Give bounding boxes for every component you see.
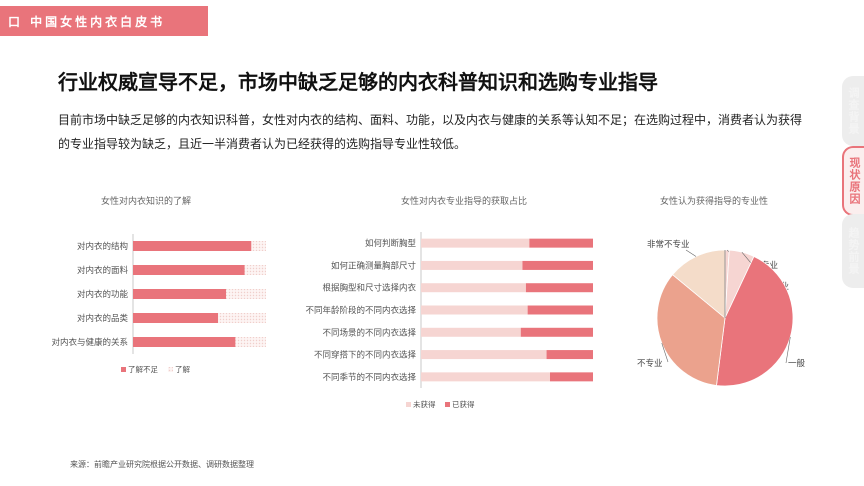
category-label: 对内衣的功能 (77, 289, 129, 300)
bar-primary (133, 265, 245, 275)
legend-label: 未获得 (413, 399, 436, 409)
bar-primary (421, 350, 547, 360)
legend-label: 了解不足 (128, 364, 158, 374)
bar-primary (133, 313, 219, 323)
bar-secondary (520, 327, 593, 337)
chart-title: 女性认为获得指导的专业性 (660, 195, 768, 207)
legend-swatch (168, 367, 173, 372)
pie-leader-line (685, 249, 697, 257)
pie-label: 非常不专业 (647, 239, 690, 250)
category-label: 对内衣与健康的关系 (51, 337, 128, 348)
summary-paragraph: 目前市场中缺乏足够的内衣知识科普，女性对内衣的结构、面料、功能，以及内衣与健康的… (58, 113, 803, 151)
bar-secondary (546, 350, 593, 360)
source-note: 来源：前瞻产业研究院根据公开数据、调研数据整理 (70, 460, 254, 469)
legend-label: 已获得 (452, 399, 475, 409)
bar-secondary (527, 305, 593, 315)
category-label: 不同季节的不同内衣选择 (322, 372, 416, 383)
category-label: 如何正确测量胸部尺寸 (331, 260, 417, 271)
pie-label: 不专业 (637, 358, 663, 369)
legend-swatch (445, 402, 450, 407)
bar-primary (421, 283, 526, 293)
legend-label: 了解 (175, 364, 190, 374)
bar-secondary (522, 260, 593, 270)
bar-secondary (226, 289, 266, 299)
banner-label: 口 中国女性内衣白皮书 (8, 15, 166, 29)
pie-slice (672, 249, 726, 319)
side-tab-trend[interactable]: 趋势前景 (842, 214, 864, 288)
section-banner: 口 中国女性内衣白皮书 (0, 6, 208, 36)
category-label: 对内衣的品类 (77, 313, 129, 324)
bar-secondary (525, 283, 593, 293)
legend-swatch (406, 402, 411, 407)
category-label: 不同场景的不同内衣选择 (322, 327, 416, 338)
pie-slice (656, 274, 726, 386)
bar-primary (421, 260, 523, 270)
bar-primary (421, 372, 550, 382)
bar-primary (421, 305, 528, 315)
chart-title: 女性对内衣知识的了解 (101, 195, 191, 207)
legend-swatch (121, 367, 126, 372)
bar-secondary (529, 238, 593, 248)
bar-secondary (251, 241, 266, 251)
category-label: 对内衣的结构 (77, 241, 128, 252)
category-label: 不同年龄阶段的不同内衣选择 (305, 305, 416, 316)
bar-primary (133, 241, 252, 251)
chart-title: 女性对内衣专业指导的获取占比 (401, 195, 527, 207)
page-title: 行业权威宣导不足，市场中缺乏足够的内衣科普知识和选购专业指导 (58, 70, 658, 94)
pie-label: 一般 (788, 358, 806, 369)
bar-primary (133, 337, 236, 347)
bar-primary (421, 327, 521, 337)
bar-secondary (244, 265, 266, 275)
pie-leader-line (785, 336, 791, 364)
category-label: 不同穿搭下的不同内衣选择 (314, 350, 417, 361)
side-tab-background[interactable]: 调查背景 (842, 76, 864, 146)
category-label: 对内衣的面料 (77, 265, 129, 276)
bar-secondary (218, 313, 266, 323)
category-label: 根据胸型和尺寸选择内衣 (322, 283, 416, 294)
category-label: 如何判断胸型 (365, 238, 417, 249)
bar-primary (421, 238, 530, 248)
bar-secondary (235, 337, 266, 347)
bar-secondary (550, 372, 593, 382)
pie-leader-line (661, 342, 669, 363)
bar-primary (133, 289, 227, 299)
